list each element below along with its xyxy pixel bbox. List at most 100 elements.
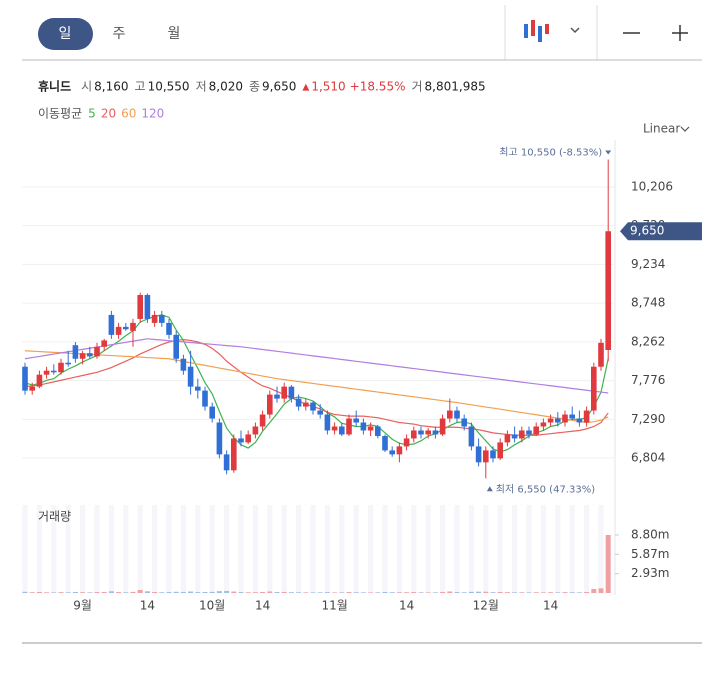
volume-bar bbox=[569, 592, 575, 593]
volume-bar bbox=[274, 592, 280, 593]
candle-body bbox=[591, 366, 597, 411]
volume-bar bbox=[173, 591, 179, 593]
header-text: 10,550 bbox=[148, 80, 190, 94]
volume-bar bbox=[389, 592, 395, 593]
scale-menu[interactable]: Linear bbox=[643, 122, 680, 136]
volume-bg bbox=[209, 505, 215, 593]
candle-body bbox=[367, 426, 374, 431]
tab-week[interactable]: 주 bbox=[113, 26, 126, 42]
volume-bar bbox=[598, 588, 604, 593]
dropdown-chevron[interactable] bbox=[570, 27, 580, 34]
volume-bar bbox=[591, 589, 597, 593]
volume-bar bbox=[375, 592, 381, 593]
candle-body bbox=[29, 386, 35, 391]
volume-bar bbox=[584, 592, 590, 593]
candle-body bbox=[346, 418, 352, 435]
candle-body bbox=[562, 414, 568, 423]
volume-bar bbox=[29, 592, 35, 593]
volume-bg bbox=[526, 505, 532, 593]
candle-body bbox=[583, 410, 590, 423]
volume-bar bbox=[468, 591, 474, 593]
volume-bg bbox=[123, 505, 129, 593]
candle-body bbox=[223, 454, 230, 471]
volume-bar bbox=[440, 591, 446, 593]
candle-body bbox=[598, 342, 604, 367]
tab-month[interactable]: 월 bbox=[168, 26, 181, 42]
volume-bar bbox=[303, 592, 309, 593]
volume-bar bbox=[51, 592, 57, 593]
volume-bg bbox=[324, 505, 330, 593]
volume-bar bbox=[231, 591, 237, 593]
volume-bg bbox=[382, 505, 388, 593]
candle-body bbox=[65, 362, 71, 365]
volume-bar bbox=[80, 592, 86, 593]
ma-line bbox=[24, 339, 609, 436]
header-text: 이동평균 bbox=[38, 107, 82, 121]
candle-body bbox=[43, 370, 50, 375]
volume-bar bbox=[166, 592, 172, 593]
candle-body bbox=[58, 362, 64, 373]
candle-body bbox=[411, 430, 417, 439]
volume-bar bbox=[116, 592, 122, 593]
zoom-in[interactable] bbox=[672, 25, 688, 41]
header-text: ▲ bbox=[302, 83, 309, 93]
candle-body bbox=[461, 418, 467, 427]
candle-body bbox=[454, 410, 460, 419]
volume-bg bbox=[555, 505, 561, 593]
header-text: 20 bbox=[101, 107, 116, 121]
candle-body bbox=[108, 314, 115, 335]
chart-type-icon[interactable] bbox=[524, 20, 549, 42]
candle-body bbox=[375, 426, 381, 437]
x-tick-label: 14 bbox=[255, 599, 270, 613]
volume-bg bbox=[353, 505, 359, 593]
volume-bar bbox=[288, 592, 294, 593]
scale-chevron[interactable] bbox=[680, 126, 690, 132]
volume-bar bbox=[353, 592, 359, 593]
candle-body bbox=[432, 430, 439, 435]
high-annotation: 최고 10,550 (-8.53%) bbox=[499, 147, 602, 159]
x-tick-label: 14 bbox=[399, 599, 414, 613]
header-text: 휴니드 bbox=[38, 79, 71, 94]
candle-body bbox=[331, 426, 338, 431]
ma-line bbox=[24, 338, 609, 394]
candle-body bbox=[144, 294, 151, 319]
volume-bg bbox=[454, 505, 460, 593]
volume-bar bbox=[58, 592, 64, 593]
volume-bg bbox=[396, 505, 402, 593]
header-text: 거 bbox=[411, 80, 422, 94]
volume-bar bbox=[576, 592, 582, 593]
volume-bar bbox=[130, 591, 136, 593]
candle-body bbox=[360, 422, 367, 431]
volume-tick-label: 2.93m bbox=[631, 566, 669, 580]
volume-bg bbox=[598, 505, 604, 593]
candle-body bbox=[209, 406, 215, 419]
volume-bar bbox=[324, 592, 330, 593]
volume-tick-label: 5.87m bbox=[631, 547, 669, 561]
volume-bar bbox=[252, 592, 258, 593]
header-text: +18.55% bbox=[350, 80, 406, 94]
volume-bg bbox=[425, 505, 431, 593]
y-tick-label: 9,234 bbox=[631, 257, 665, 271]
active-tab[interactable] bbox=[38, 18, 93, 50]
low-marker bbox=[486, 486, 493, 492]
x-tick-label: 10월 bbox=[199, 599, 225, 613]
volume-bar bbox=[310, 592, 316, 593]
candle-body bbox=[540, 422, 547, 427]
volume-bg bbox=[267, 505, 273, 593]
candle-body bbox=[303, 402, 309, 407]
volume-bar bbox=[188, 591, 194, 593]
header-text: 시 bbox=[81, 80, 92, 94]
volume-bar bbox=[65, 592, 71, 593]
volume-bar bbox=[339, 592, 345, 593]
volume-bar bbox=[526, 592, 532, 593]
candle-body bbox=[180, 358, 187, 371]
candle-body bbox=[151, 314, 158, 323]
candle-body bbox=[490, 450, 496, 459]
x-tick-label: 12월 bbox=[473, 599, 499, 613]
tab-day[interactable]: 일 bbox=[59, 26, 72, 42]
last-price-label: 9,650 bbox=[630, 224, 664, 238]
candle-body bbox=[382, 436, 388, 451]
header-text: 고 bbox=[135, 80, 146, 94]
volume-bar bbox=[490, 592, 496, 593]
candle-body bbox=[569, 414, 575, 419]
